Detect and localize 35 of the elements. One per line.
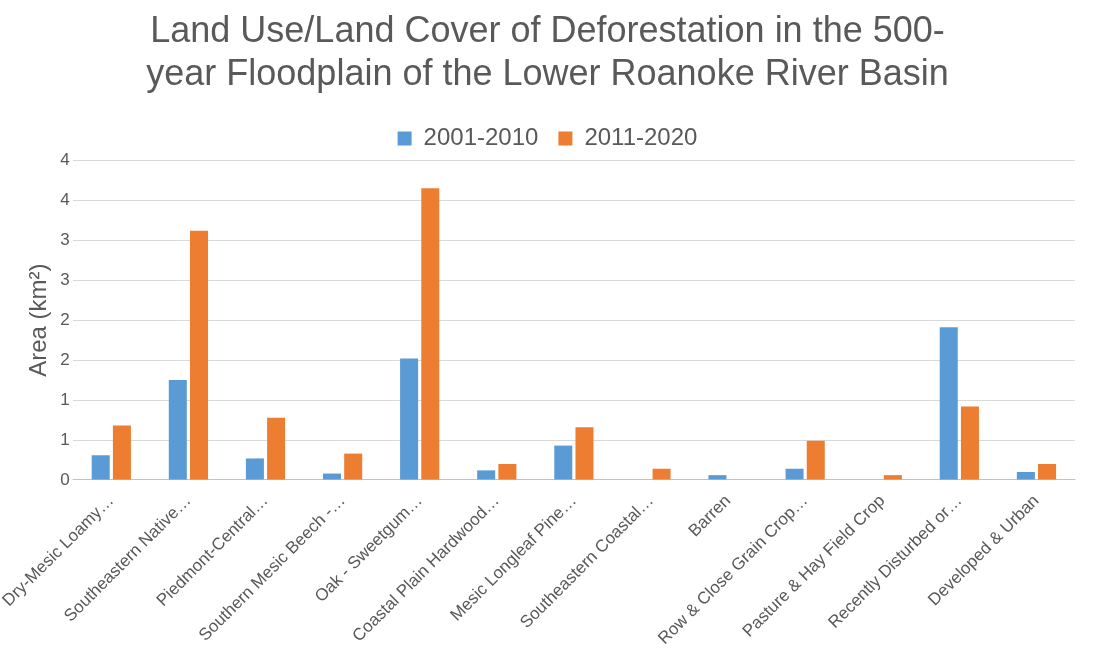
y-tick-label: 2 (60, 349, 70, 369)
bar (91, 455, 110, 480)
y-tick-label: 4 (60, 150, 70, 170)
bar (498, 463, 517, 480)
bar (652, 468, 671, 480)
bar (477, 470, 496, 480)
bar (400, 358, 419, 480)
bar (189, 230, 209, 480)
bar (575, 427, 594, 480)
y-tick-label: 4 (60, 190, 70, 210)
legend-label: 2011-2020 (584, 123, 698, 151)
bar (245, 458, 264, 480)
bar (168, 380, 187, 480)
bar (112, 425, 131, 480)
bar (708, 475, 727, 480)
y-tick-label: 1 (60, 429, 70, 449)
y-tick-label: 3 (60, 229, 70, 249)
chart-title: Land Use/Land Cover of Deforestation in the 500-year Floodplain of the Lower Roanoke River Basin (146, 8, 949, 93)
y-tick-label: 1 (60, 389, 70, 409)
bar (806, 440, 825, 480)
bar (939, 327, 958, 480)
y-tick-label: 3 (60, 269, 70, 289)
y-tick-label: 2 (60, 309, 70, 329)
bar (344, 453, 363, 480)
bar (785, 468, 804, 480)
bar (267, 417, 286, 480)
bar (1016, 471, 1035, 480)
bar (883, 475, 902, 480)
bar (421, 188, 440, 480)
legend-label: 2001-2010 (423, 123, 539, 151)
y-axis-title: Area (km²) (23, 263, 51, 377)
bar (554, 445, 573, 480)
bar (960, 406, 979, 480)
bar (1038, 463, 1057, 480)
y-tick-label: 0 (60, 469, 70, 489)
